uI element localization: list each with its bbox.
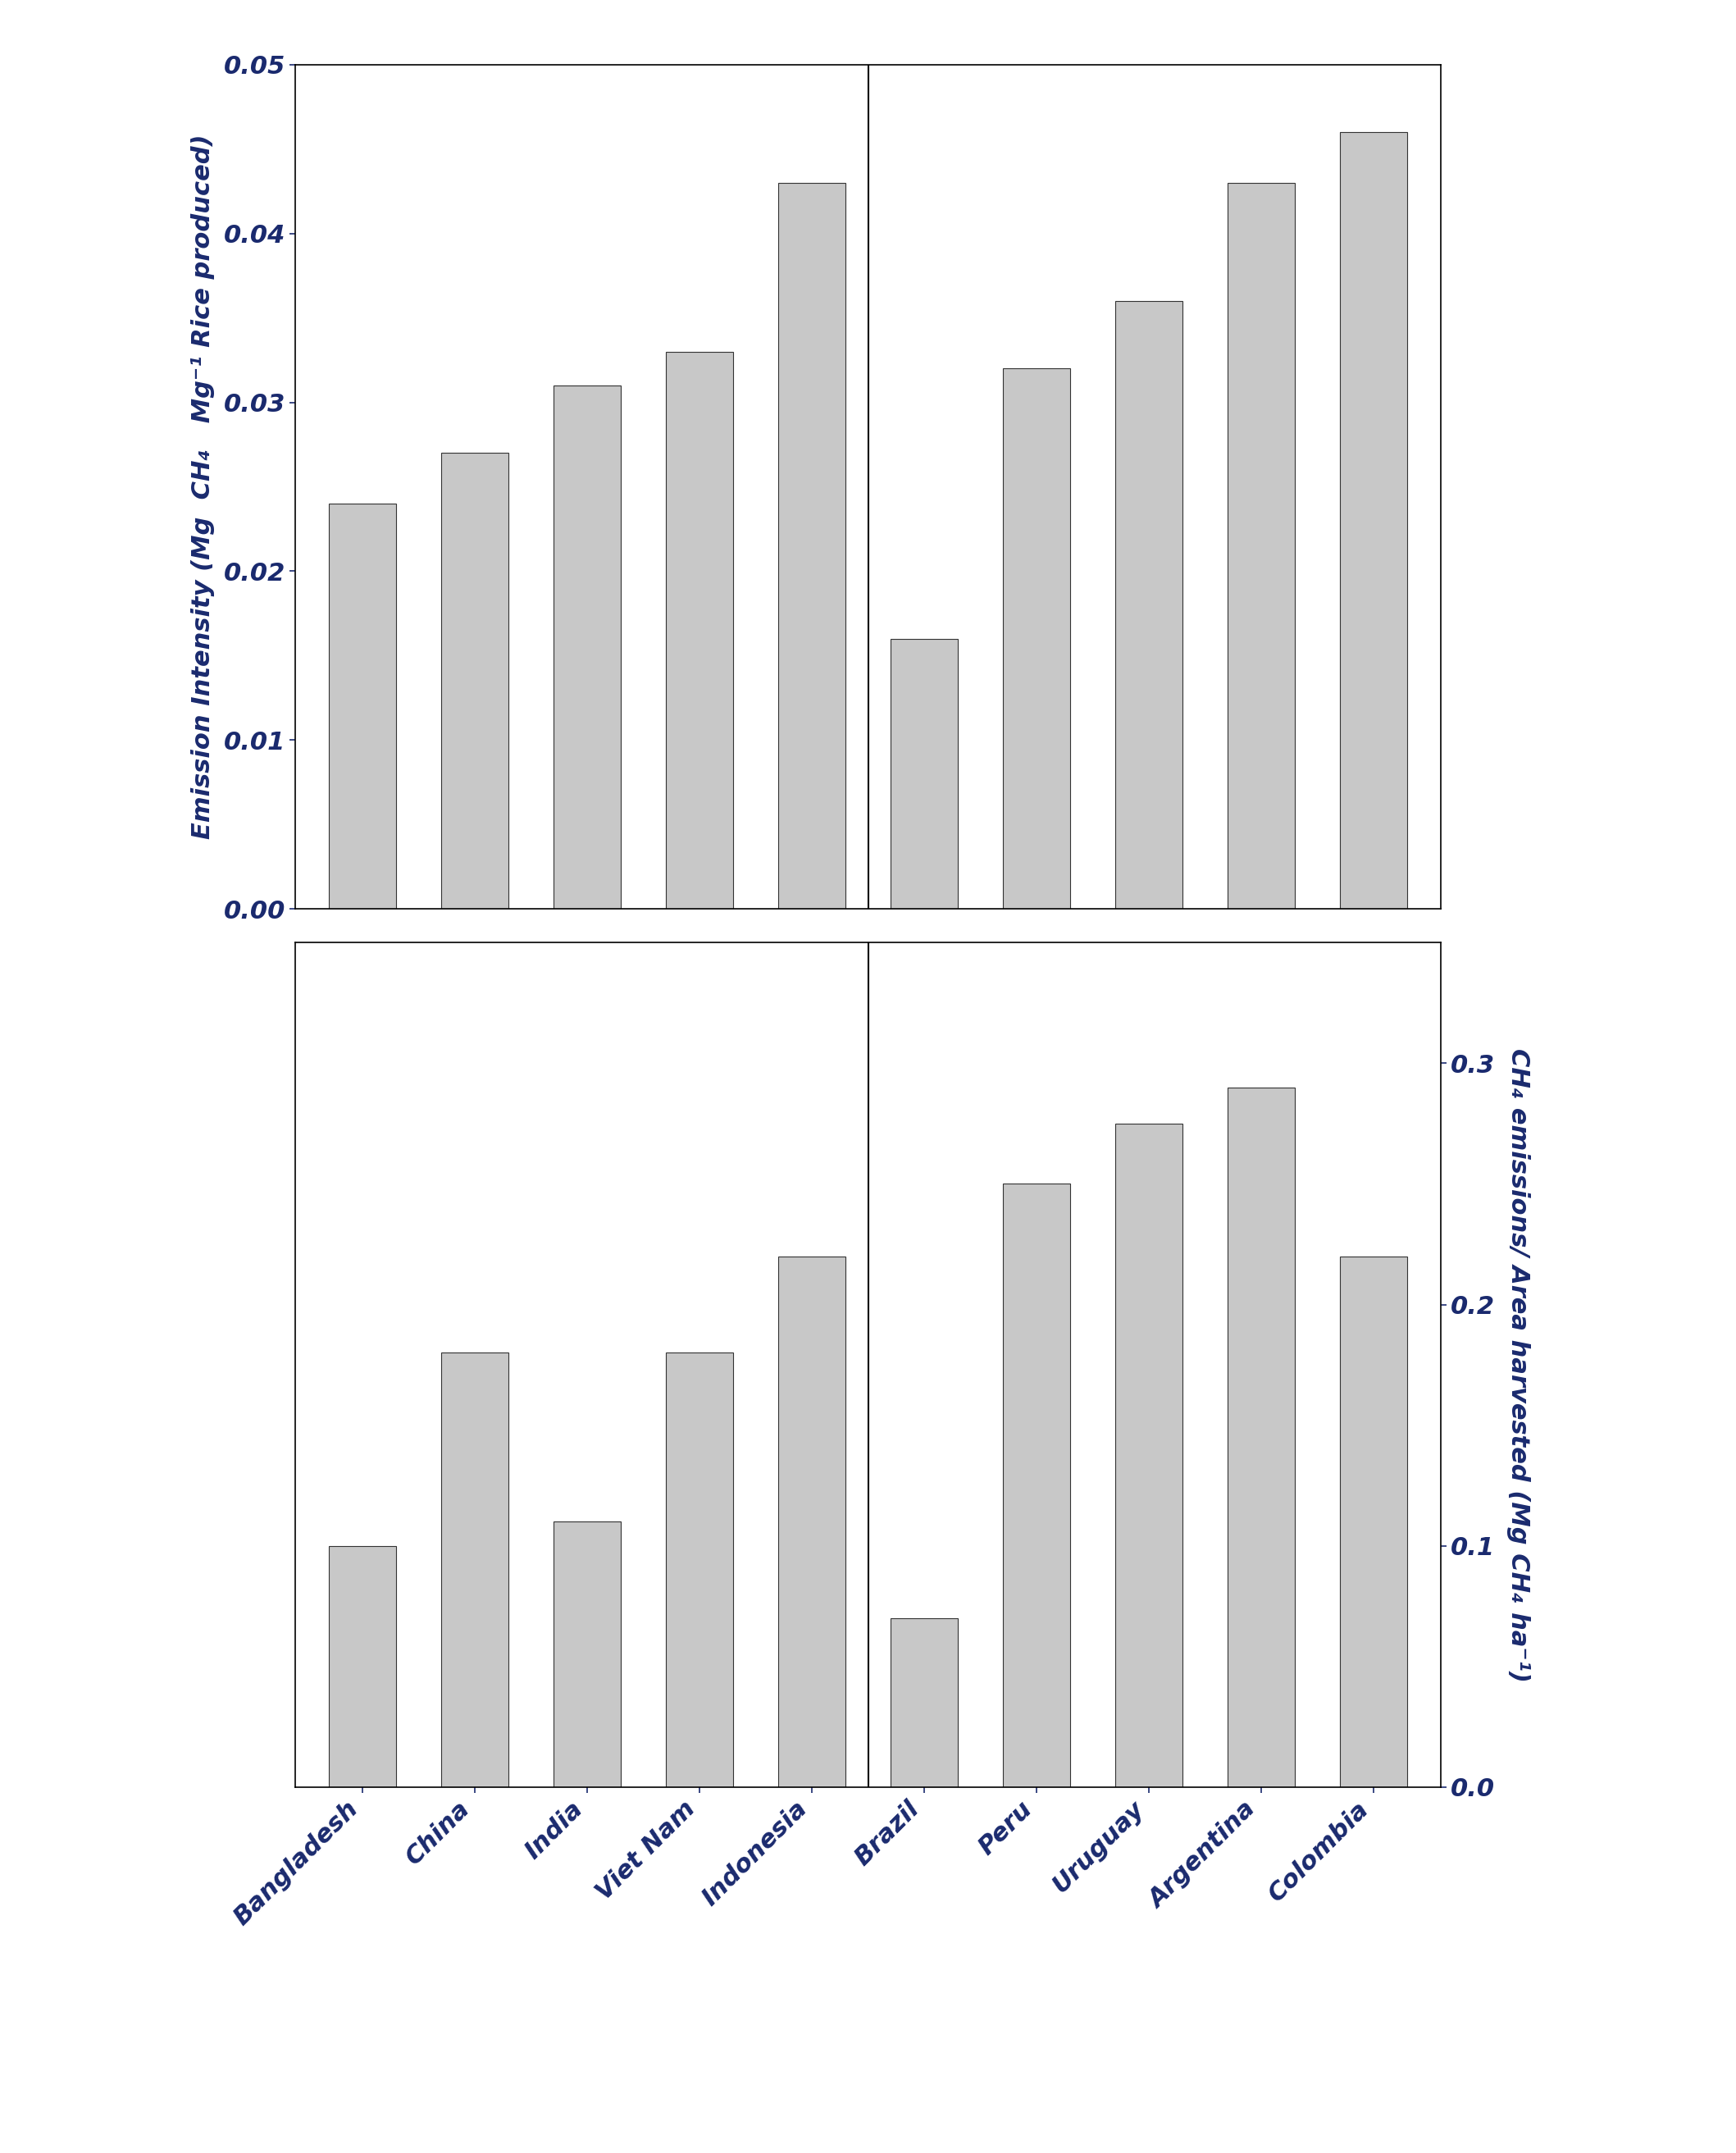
Bar [1115, 1124, 1182, 1787]
Bar [328, 1546, 396, 1787]
Bar [891, 639, 958, 909]
Bar [1340, 131, 1408, 909]
Bar [891, 1619, 958, 1787]
Bar [441, 1352, 509, 1787]
Bar [554, 385, 621, 909]
Bar [1115, 301, 1182, 909]
Bar [1227, 183, 1295, 909]
Bar [1003, 368, 1069, 909]
Bar [1227, 1087, 1295, 1787]
Bar [778, 183, 845, 909]
Bar [1340, 1257, 1408, 1787]
Bar [328, 504, 396, 909]
Bar [778, 1257, 845, 1787]
Bar [667, 351, 733, 909]
Bar [667, 1352, 733, 1787]
Bar [554, 1522, 621, 1787]
Y-axis label: Emission Intensity (Mg  CH₄   Mg⁻¹ Rice produced): Emission Intensity (Mg CH₄ Mg⁻¹ Rice pro… [191, 133, 215, 840]
Bar [441, 452, 509, 909]
Y-axis label: CH₄ emissions/ Area harvested (Mg CH₄ ha⁻¹): CH₄ emissions/ Area harvested (Mg CH₄ ha… [1507, 1049, 1529, 1681]
Bar [1003, 1184, 1069, 1787]
